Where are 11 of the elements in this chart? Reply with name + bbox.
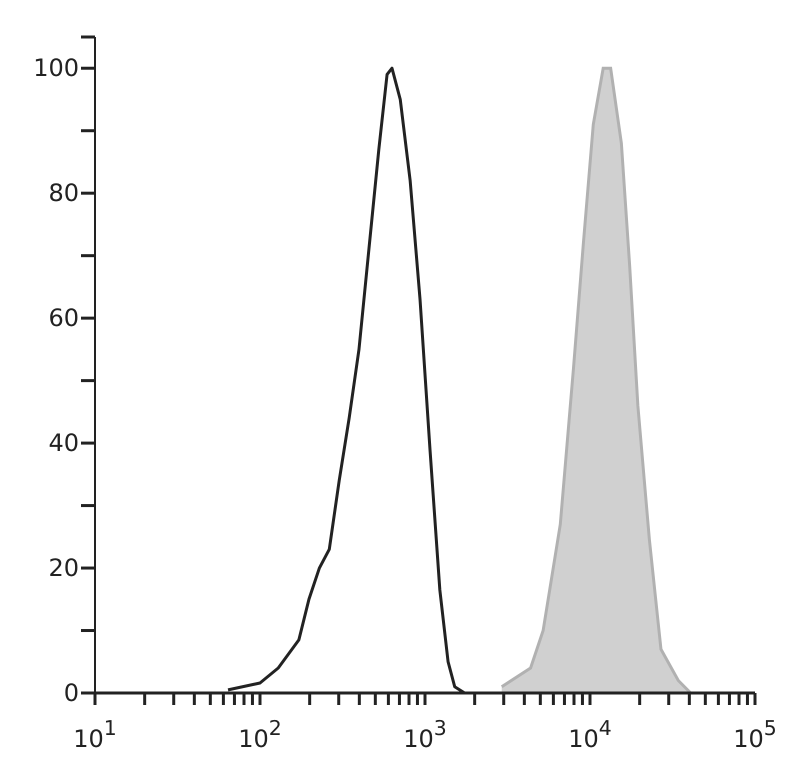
x-tick-label: 10$^{1}$ [73, 716, 117, 753]
y-tick-label: 100 [33, 54, 79, 82]
y-tick-label: 0 [64, 679, 79, 707]
y-tick-label: 60 [48, 304, 79, 332]
x-tick-label: 10$^{2}$ [238, 716, 282, 753]
x-tick-label: 10$^{5}$ [733, 716, 777, 753]
y-tick-label: 40 [48, 429, 79, 458]
x-tick-label: 10$^{4}$ [568, 716, 612, 753]
y-tick-label: 20 [48, 554, 79, 582]
x-tick-label: 10$^{3}$ [403, 716, 447, 753]
y-tick-label: 80 [48, 179, 79, 208]
